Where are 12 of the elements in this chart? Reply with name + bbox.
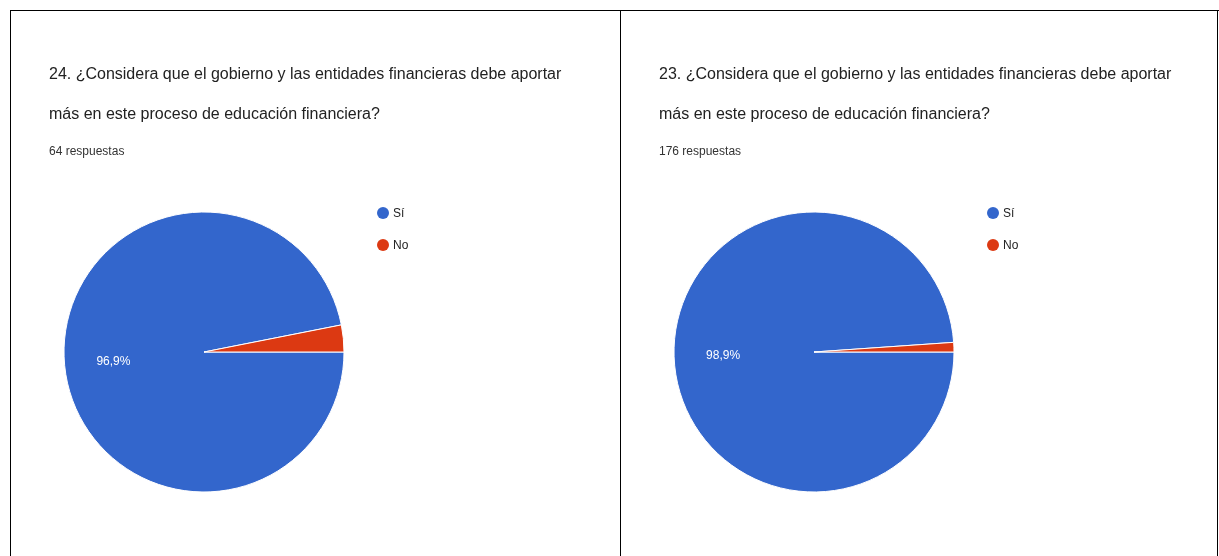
legend-label: Sí — [1003, 206, 1015, 221]
chart-title: 24. ¿Considera que el gobierno y las entidades financieras debe aportar más en este proceso de educación financiera? — [49, 65, 562, 122]
chart-subtitle: 176 respuestas — [659, 144, 742, 158]
chart-subtitle: 64 respuestas — [49, 144, 125, 158]
pie-slice — [63, 211, 345, 493]
legend-label: No — [393, 238, 409, 253]
data-label: 96,9% — [96, 354, 131, 369]
pie-slice — [673, 211, 955, 493]
data-label: 98,9% — [706, 348, 741, 363]
chart-title: 23. ¿Considera que el gobierno y las entidades financieras debe aportar más en este proceso de educación financiera? — [659, 65, 1172, 122]
legend-label: No — [1003, 238, 1019, 253]
legend-label: Sí — [393, 206, 405, 221]
